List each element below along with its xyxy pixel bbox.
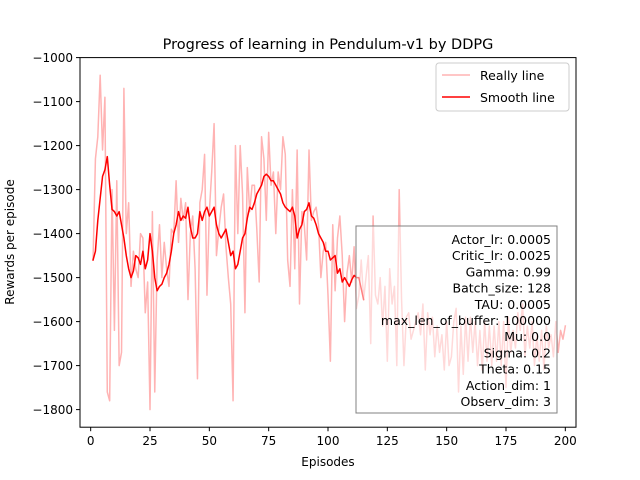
chart-title: Progress of learning in Pendulum-v1 by D… — [163, 37, 494, 53]
x-tick-label: 75 — [261, 434, 276, 448]
y-tick-label: −1800 — [32, 403, 73, 417]
x-tick-label: 100 — [317, 434, 340, 448]
y-tick-label: −1200 — [32, 139, 73, 153]
hyperparameter-box-frame — [355, 225, 558, 414]
series-line-smooth-line — [92, 155, 365, 301]
x-tick-label: 175 — [495, 434, 518, 448]
legend: Really line Smooth line — [435, 62, 570, 112]
x-axis-label: Episodes — [301, 455, 354, 469]
y-axis: −1000 −1100 −1200 −1300 −1400 −1500 −1600 −1700… — [32, 51, 80, 417]
y-tick-label: −1000 — [32, 51, 73, 65]
hyperparameter-line: Critic_lr: 0.0025 — [452, 248, 551, 263]
hyperparameter-line: Gamma: 0.99 — [466, 264, 551, 279]
y-tick-label: −1700 — [32, 359, 73, 373]
y-tick-label: −1100 — [32, 95, 73, 109]
x-tick-label: 50 — [202, 434, 217, 448]
x-axis: 0 25 50 75 100 125 150 175 200 — [87, 427, 577, 448]
hyperparameter-line: TAU: 0.0005 — [474, 297, 551, 312]
hyperparameter-line: Observ_dim: 3 — [461, 394, 552, 409]
x-tick-label: 200 — [554, 434, 577, 448]
legend-label-smooth-line: Smooth line — [480, 90, 555, 105]
hyperparameter-line: Batch_size: 128 — [453, 281, 552, 296]
y-tick-label: −1300 — [32, 183, 73, 197]
y-tick-label: −1600 — [32, 315, 73, 329]
hyperparameter-line: Theta: 0.15 — [478, 362, 551, 377]
hyperparameter-line: Actor_lr: 0.0005 — [452, 232, 551, 247]
x-tick-label: 0 — [87, 434, 95, 448]
hyperparameter-line: Sigma: 0.2 — [484, 345, 551, 360]
legend-label-really-line: Really line — [480, 68, 545, 83]
hyperparameter-line: Mu: 0.0 — [504, 329, 551, 344]
y-tick-label: −1500 — [32, 271, 73, 285]
hyperparameter-line: Action_dim: 1 — [466, 378, 551, 393]
hyperparameter-line: max_len_of_buffer: 100000 — [381, 313, 551, 328]
y-tick-label: −1400 — [32, 227, 73, 241]
x-tick-label: 150 — [435, 434, 458, 448]
y-axis-label: Rewards per episode — [3, 179, 17, 304]
x-tick-label: 25 — [142, 434, 157, 448]
x-tick-label: 125 — [376, 434, 399, 448]
